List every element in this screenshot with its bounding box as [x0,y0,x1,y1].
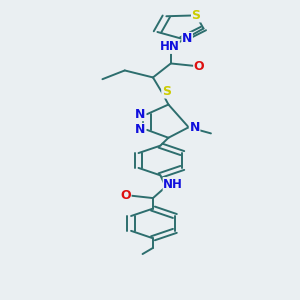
Text: N: N [182,32,192,46]
Text: N: N [189,121,200,134]
Text: O: O [194,60,204,73]
Text: N: N [135,123,146,136]
Text: HN: HN [159,40,179,53]
Text: O: O [120,189,131,202]
Text: NH: NH [163,178,183,190]
Text: S: S [192,9,201,22]
Text: N: N [135,108,146,121]
Text: S: S [162,85,171,98]
